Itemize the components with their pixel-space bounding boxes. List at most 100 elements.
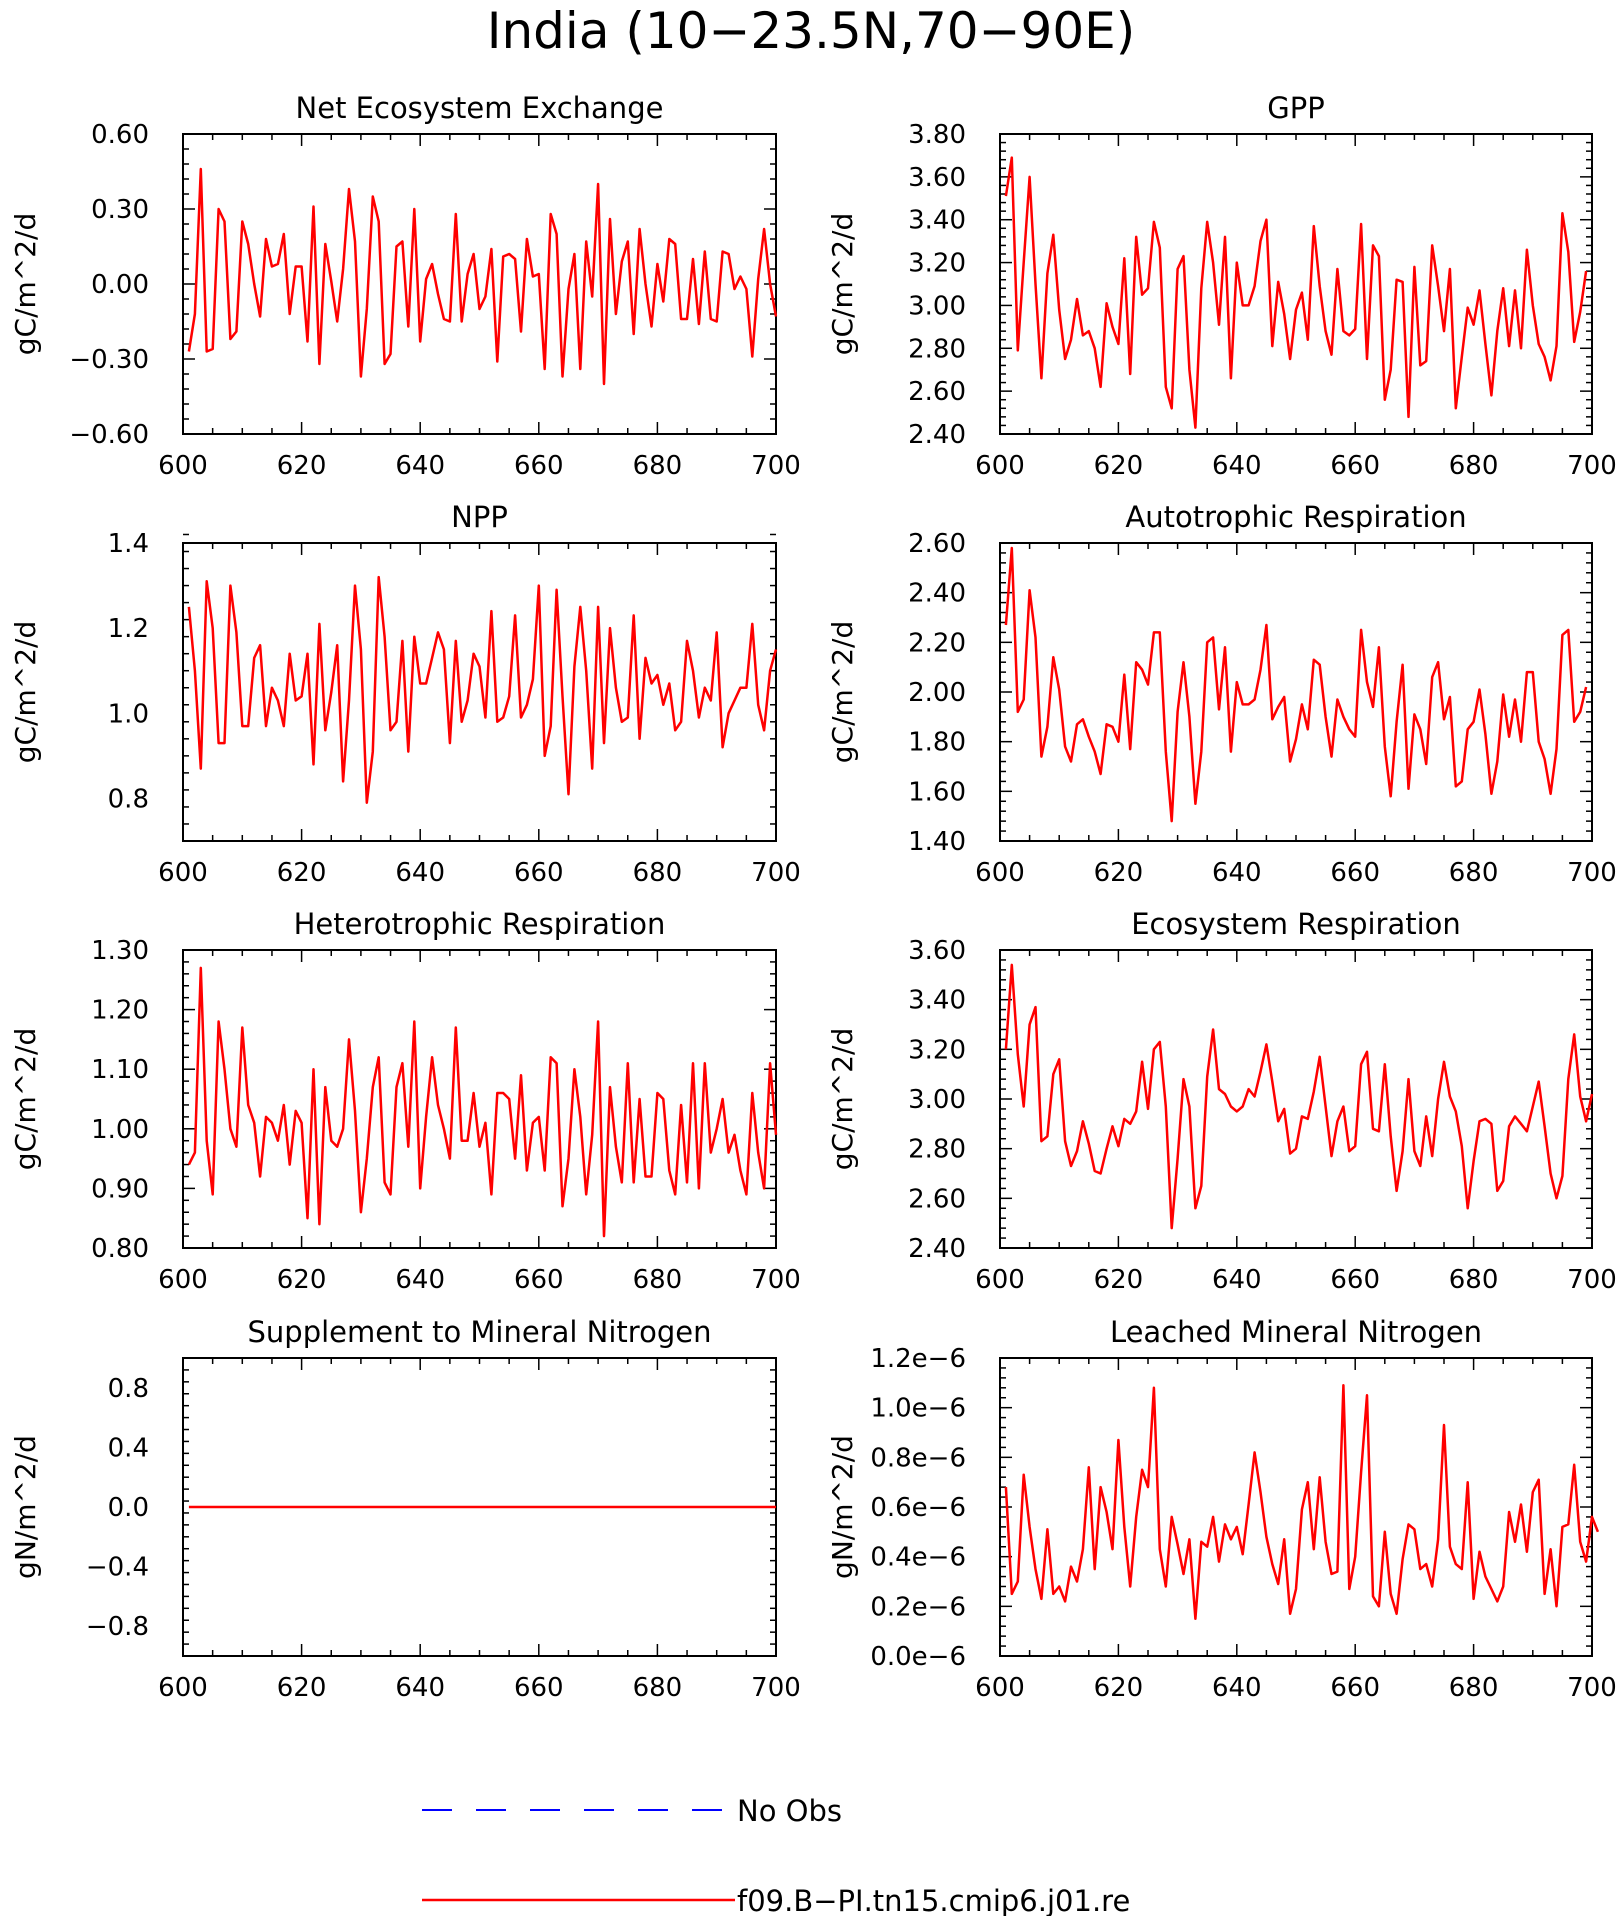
y-tick-label: 0.6e−6 [870,1493,966,1523]
y-axis-label: gC/m^2/d [9,1028,42,1171]
panel-1: 600 620 640 660 680 700 −0.60 −0.30 0.00 0.30 0.60… [9,91,801,481]
y-tick-label: 0.90 [91,1174,149,1204]
x-tick-label: 600 [158,1265,208,1295]
panel-title: Autotrophic Respiration [1125,500,1466,534]
y-tick-label: 1.40 [908,827,966,857]
series-line [1004,1384,1600,1621]
y-tick-label: 3.00 [908,1085,966,1115]
y-tick-label: −0.60 [69,420,149,450]
x-tick-label: 640 [395,451,445,481]
x-tick-label: 660 [1330,1265,1380,1295]
y-tick-label: 0.8 [108,1374,149,1404]
y-tick-label: 0.60 [91,120,149,150]
x-tick-label: 700 [1567,1265,1617,1295]
legend: No Obs f09.B−PI.tn15.cmip6.j01.re [422,1794,1130,1916]
x-tick-label: 620 [277,451,327,481]
series-line [1004,546,1588,823]
y-tick-label: 1.60 [908,777,966,807]
x-tick-label: 600 [975,858,1025,888]
series-line [1004,963,1594,1230]
legend-obs-label: No Obs [737,1794,842,1828]
x-tick-label: 620 [1094,451,1144,481]
plot-frame [999,949,1593,1249]
y-axis-label: gC/m^2/d [826,1028,859,1171]
y-tick-label: 3.40 [908,206,966,236]
y-tick-label: 1.2 [108,614,149,644]
x-tick-label: 700 [1567,858,1617,888]
x-tick-label: 640 [395,858,445,888]
x-tick-label: 640 [1212,858,1262,888]
y-tick-label: 1.20 [91,996,149,1026]
y-tick-label: 2.40 [908,420,966,450]
y-tick-label: 2.80 [908,1135,966,1165]
y-tick-label: 0.80 [91,1234,149,1264]
series-line [187,575,778,804]
x-tick-label: 620 [1094,858,1144,888]
panel-3: 600 620 640 660 680 700 0.8 1.0 1.2 1.4 NPP gC/m^2/… [9,500,801,888]
x-tick-label: 660 [1330,858,1380,888]
x-tick-label: 660 [514,1265,564,1295]
x-tick-label: 640 [1212,1673,1262,1703]
plot-frame [182,133,777,435]
y-tick-label: 2.20 [908,628,966,658]
y-tick-label: 0.8e−6 [870,1443,966,1473]
panel-6: 600 620 640 660 680 700 2.40 2.60 2.80 3.00 3.20 3.… [826,907,1617,1295]
x-tick-label: 640 [1212,451,1262,481]
y-tick-label: 0.8 [108,784,149,814]
panel-title: Ecosystem Respiration [1131,907,1461,941]
y-tick-label: 3.60 [908,936,966,966]
x-tick-label: 600 [975,451,1025,481]
y-tick-label: 2.60 [908,529,966,559]
y-tick-label: 0.4 [108,1433,149,1463]
y-tick-label: −0.30 [69,345,149,375]
y-tick-label: 0.00 [91,270,149,300]
panel-title: GPP [1267,91,1324,125]
plot-frame [182,949,777,1249]
panel-8: 600 620 640 660 680 700 0.0e−6 0.2e−6 0.4e−6 0.6e… [826,1315,1617,1703]
x-tick-label: 600 [975,1265,1025,1295]
series-line [187,167,778,386]
x-tick-label: 680 [1449,1673,1499,1703]
legend-model-label: f09.B−PI.tn15.cmip6.j01.re [737,1884,1130,1916]
x-tick-label: 700 [751,1673,801,1703]
figure-title: India (10−23.5N,70−90E) [487,2,1136,60]
x-tick-label: 680 [633,1265,683,1295]
x-tick-label: 680 [633,858,683,888]
panel-2: 600 620 640 660 680 700 2.40 2.60 2.80 3.00 3.20 3.… [826,91,1617,481]
panel-title: Leached Mineral Nitrogen [1110,1315,1482,1349]
x-tick-label: 660 [1330,1673,1380,1703]
x-tick-label: 620 [277,1673,327,1703]
x-tick-label: 600 [975,1673,1025,1703]
x-tick-label: 640 [1212,1265,1262,1295]
x-tick-label: 680 [1449,451,1499,481]
y-tick-label: 2.60 [908,377,966,407]
x-tick-label: 620 [1094,1673,1144,1703]
y-tick-label: 2.00 [908,678,966,708]
panel-title: NPP [451,500,508,534]
x-tick-label: 600 [158,1673,208,1703]
y-tick-label: 0.4e−6 [870,1543,966,1573]
panel-title: Supplement to Mineral Nitrogen [248,1315,712,1349]
plot-frame [999,542,1593,842]
panel-4: 600 620 640 660 680 700 1.40 1.60 1.80 2.00 2.20 2.… [826,500,1617,888]
x-tick-label: 680 [633,451,683,481]
x-tick-label: 660 [514,858,564,888]
x-tick-label: 640 [395,1265,445,1295]
y-axis-label: gC/m^2/d [826,213,859,356]
panel-5: 600 620 640 660 680 700 0.80 0.90 1.00 1.10 1.20 1.… [9,907,801,1295]
x-tick-label: 640 [395,1673,445,1703]
panels: 600 620 640 660 680 700 −0.60 −0.30 0.00 0.30 0.60… [9,91,1617,1703]
x-tick-label: 660 [514,451,564,481]
x-tick-label: 700 [751,858,801,888]
x-tick-label: 700 [1567,1673,1617,1703]
y-tick-label: 0.0 [108,1493,149,1523]
y-axis-label: gN/m^2/d [9,1435,42,1579]
y-tick-label: 3.80 [908,120,966,150]
x-tick-label: 680 [1449,858,1499,888]
y-axis-label: gN/m^2/d [826,1435,859,1579]
y-tick-label: 0.0e−6 [870,1642,966,1672]
y-axis-label: gC/m^2/d [9,621,42,764]
x-tick-label: 600 [158,858,208,888]
y-tick-label: 2.80 [908,334,966,364]
